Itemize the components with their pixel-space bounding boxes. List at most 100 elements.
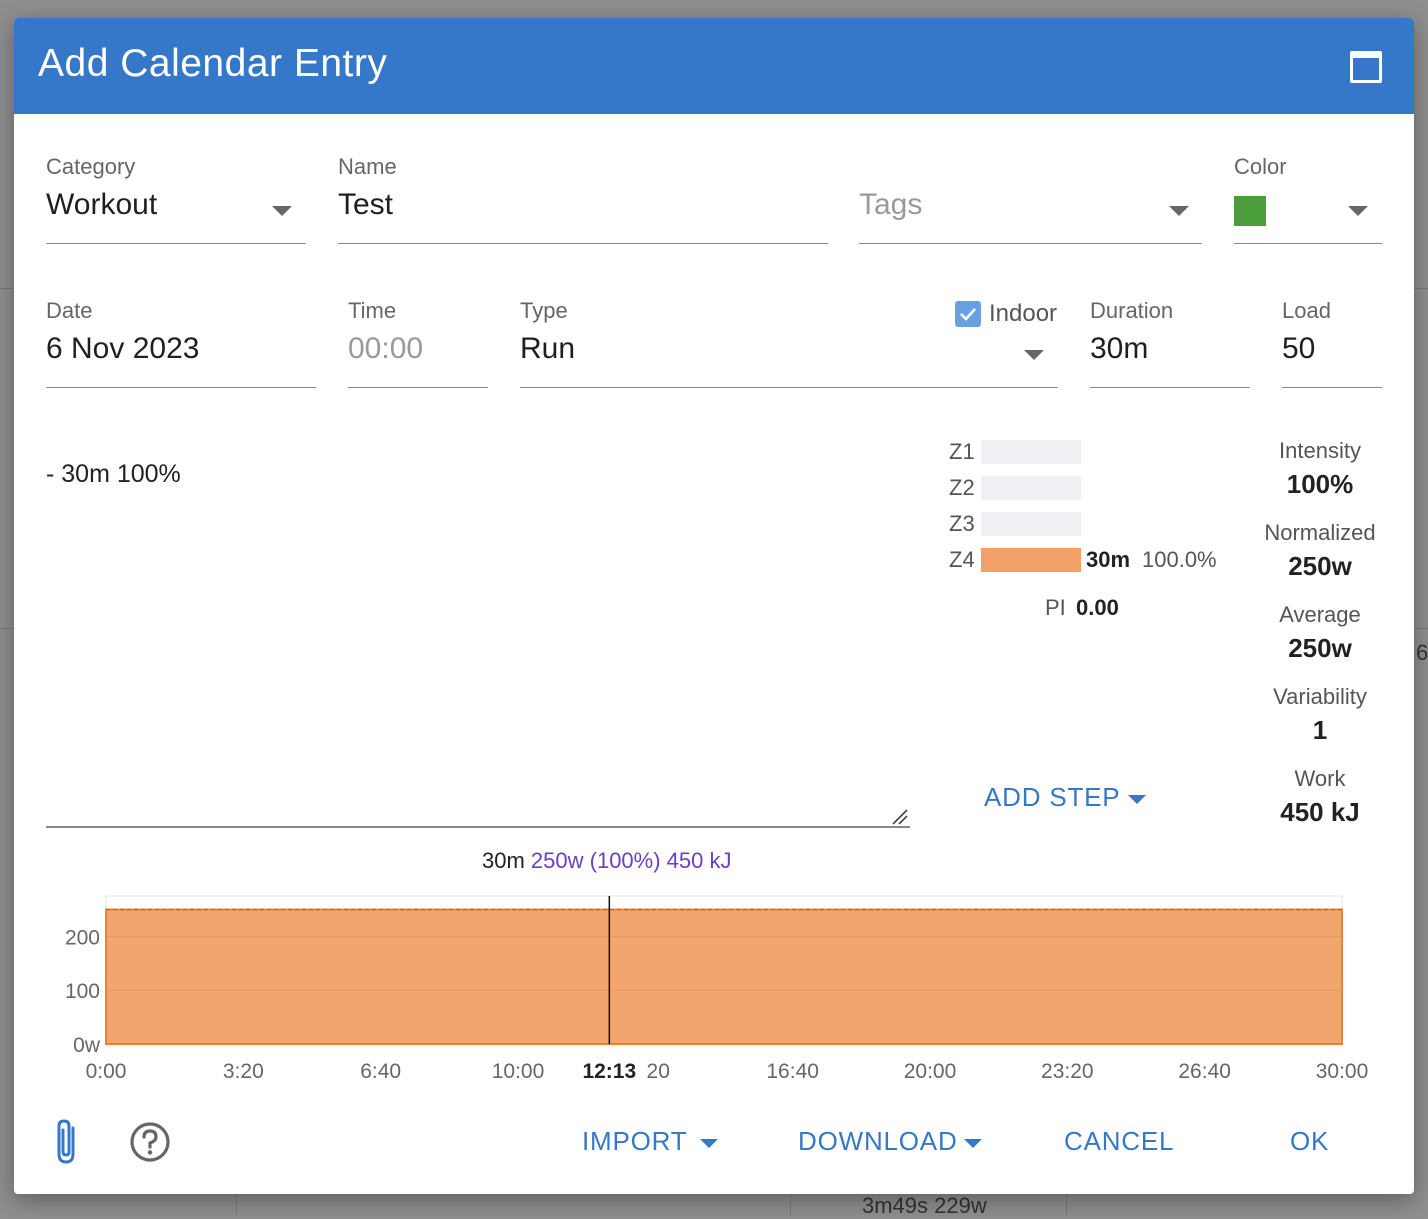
add-step-label: ADD STEP	[984, 782, 1121, 812]
type-value: Run	[520, 332, 576, 365]
bg-fragment-text: 3m49s 229w	[862, 1193, 987, 1218]
type-label: Type	[520, 298, 568, 323]
zone-bar	[981, 476, 1081, 500]
category-select[interactable]: Category Workout	[46, 154, 306, 244]
date-value: 6 Nov 2023	[46, 332, 200, 365]
workout-text: - 30m 100%	[46, 460, 181, 488]
zone-label: Z2	[949, 475, 975, 500]
resize-grip-icon[interactable]	[891, 808, 909, 826]
duration-field[interactable]: Duration 30m	[1090, 298, 1250, 388]
zone-bar	[981, 512, 1081, 536]
dialog-title: Add Calendar Entry	[38, 42, 388, 85]
load-field[interactable]: Load 50	[1282, 298, 1382, 388]
import-label: IMPORT	[582, 1126, 688, 1156]
stat-value: 250w	[1288, 633, 1352, 663]
maximize-icon[interactable]	[1350, 51, 1382, 83]
indoor-checkbox[interactable]	[955, 301, 981, 327]
zone-percent: 100.0%	[1142, 547, 1217, 572]
chart-y-tick-label: 100	[65, 980, 100, 1003]
chart-cursor-label: 12:13	[582, 1060, 636, 1083]
category-value: Workout	[46, 188, 158, 221]
stat-label: Work	[1294, 766, 1346, 791]
date-field[interactable]: Date 6 Nov 2023	[46, 298, 316, 388]
download-button[interactable]: DOWNLOAD	[796, 1122, 996, 1164]
zone-bar-fill	[981, 548, 1081, 572]
download-label: DOWNLOAD	[798, 1126, 958, 1156]
chart-x-tick-label: 0:00	[86, 1060, 127, 1083]
chart-x-tick-label: 20:00	[904, 1060, 957, 1083]
stat-value: 250w	[1288, 551, 1352, 581]
paperclip-icon[interactable]	[50, 1118, 84, 1168]
time-field[interactable]: Time 00:00	[348, 298, 488, 388]
bg-fragment-text: 6	[1416, 640, 1428, 665]
chart-x-tick-label: 16:40	[766, 1060, 819, 1083]
chart-y-tick-label: 200	[65, 926, 100, 949]
time-placeholder: 00:00	[348, 332, 424, 365]
load-value: 50	[1282, 332, 1316, 365]
stat-label: Average	[1279, 602, 1361, 627]
stat-label: Normalized	[1264, 520, 1376, 545]
chart-cursor-label-bg	[571, 1056, 648, 1084]
chevron-down-icon	[1024, 350, 1044, 360]
duration-value: 30m	[1090, 332, 1149, 365]
zone-label: Z1	[949, 439, 975, 464]
ok-label: OK	[1290, 1126, 1330, 1156]
chart-x-tick-label: :20	[641, 1060, 670, 1083]
stat-label: Intensity	[1279, 438, 1361, 463]
pi-value: 0.00	[1076, 595, 1119, 620]
power-chart[interactable]: 0w 100 200 0:00 3:20 6:40 10:00 :20 16:40 20:00 23…	[14, 878, 1414, 1098]
stat-label: Variability	[1273, 684, 1367, 709]
color-select[interactable]: Color	[1234, 154, 1382, 244]
checkmark-icon	[960, 308, 976, 321]
import-button[interactable]: IMPORT	[580, 1122, 730, 1164]
indoor-label: Indoor	[989, 300, 1058, 327]
tags-select[interactable]: Tags	[859, 154, 1202, 244]
textarea-underline	[46, 826, 910, 828]
chevron-down-icon	[964, 1139, 982, 1148]
ok-button[interactable]: OK	[1284, 1122, 1344, 1164]
zone-bar	[981, 548, 1081, 572]
name-value: Test	[338, 188, 394, 221]
pi-label: PI	[1045, 595, 1066, 620]
cancel-button[interactable]: CANCEL	[1062, 1122, 1182, 1164]
chart-x-tick-label: 26:40	[1178, 1060, 1231, 1083]
chevron-down-icon	[1169, 206, 1189, 216]
dialog-titlebar: Add Calendar Entry	[14, 18, 1414, 114]
name-field[interactable]: Name Test	[338, 154, 828, 244]
workout-summary: 30m 250w (100%) 450 kJ	[482, 848, 731, 874]
color-swatch	[1234, 196, 1266, 226]
bg-divider	[1066, 1194, 1067, 1216]
color-label: Color	[1234, 154, 1287, 179]
summary-power: 250w (100%) 450 kJ	[530, 848, 732, 873]
name-label: Name	[338, 154, 397, 179]
help-circle-icon[interactable]	[128, 1120, 172, 1164]
chart-x-tick-label: 6:40	[360, 1060, 401, 1083]
stat-value: 450 kJ	[1280, 797, 1360, 827]
chevron-down-icon	[1348, 206, 1368, 216]
chart-area-series	[105, 908, 1343, 1045]
stat-value: 1	[1312, 715, 1328, 745]
type-select[interactable]: Type Run	[520, 298, 1058, 388]
zone-bar	[981, 440, 1081, 464]
load-label: Load	[1282, 298, 1331, 323]
chart-x-tick-label: 30:00	[1316, 1060, 1369, 1083]
chevron-down-icon	[700, 1139, 718, 1148]
chart-x-tick-label: 10:00	[492, 1060, 545, 1083]
chart-x-tick-label: 23:20	[1041, 1060, 1094, 1083]
add-step-button[interactable]: ADD STEP	[980, 778, 1160, 820]
tags-placeholder: Tags	[859, 188, 923, 221]
zone-duration: 30m	[1086, 547, 1131, 572]
category-label: Category	[46, 154, 136, 179]
chevron-down-icon	[272, 206, 292, 216]
chart-x-tick-label: 3:20	[223, 1060, 264, 1083]
date-label: Date	[46, 298, 93, 323]
summary-duration: 30m	[482, 848, 525, 873]
bg-divider	[790, 1194, 791, 1216]
stat-value: 100%	[1286, 469, 1354, 499]
chart-y-tick-label: 0w	[73, 1034, 101, 1057]
zone-label: Z3	[949, 511, 975, 536]
duration-label: Duration	[1090, 298, 1174, 323]
bg-divider	[236, 1194, 237, 1216]
time-label: Time	[348, 298, 397, 323]
workout-textarea[interactable]: - 30m 100%	[46, 448, 910, 828]
